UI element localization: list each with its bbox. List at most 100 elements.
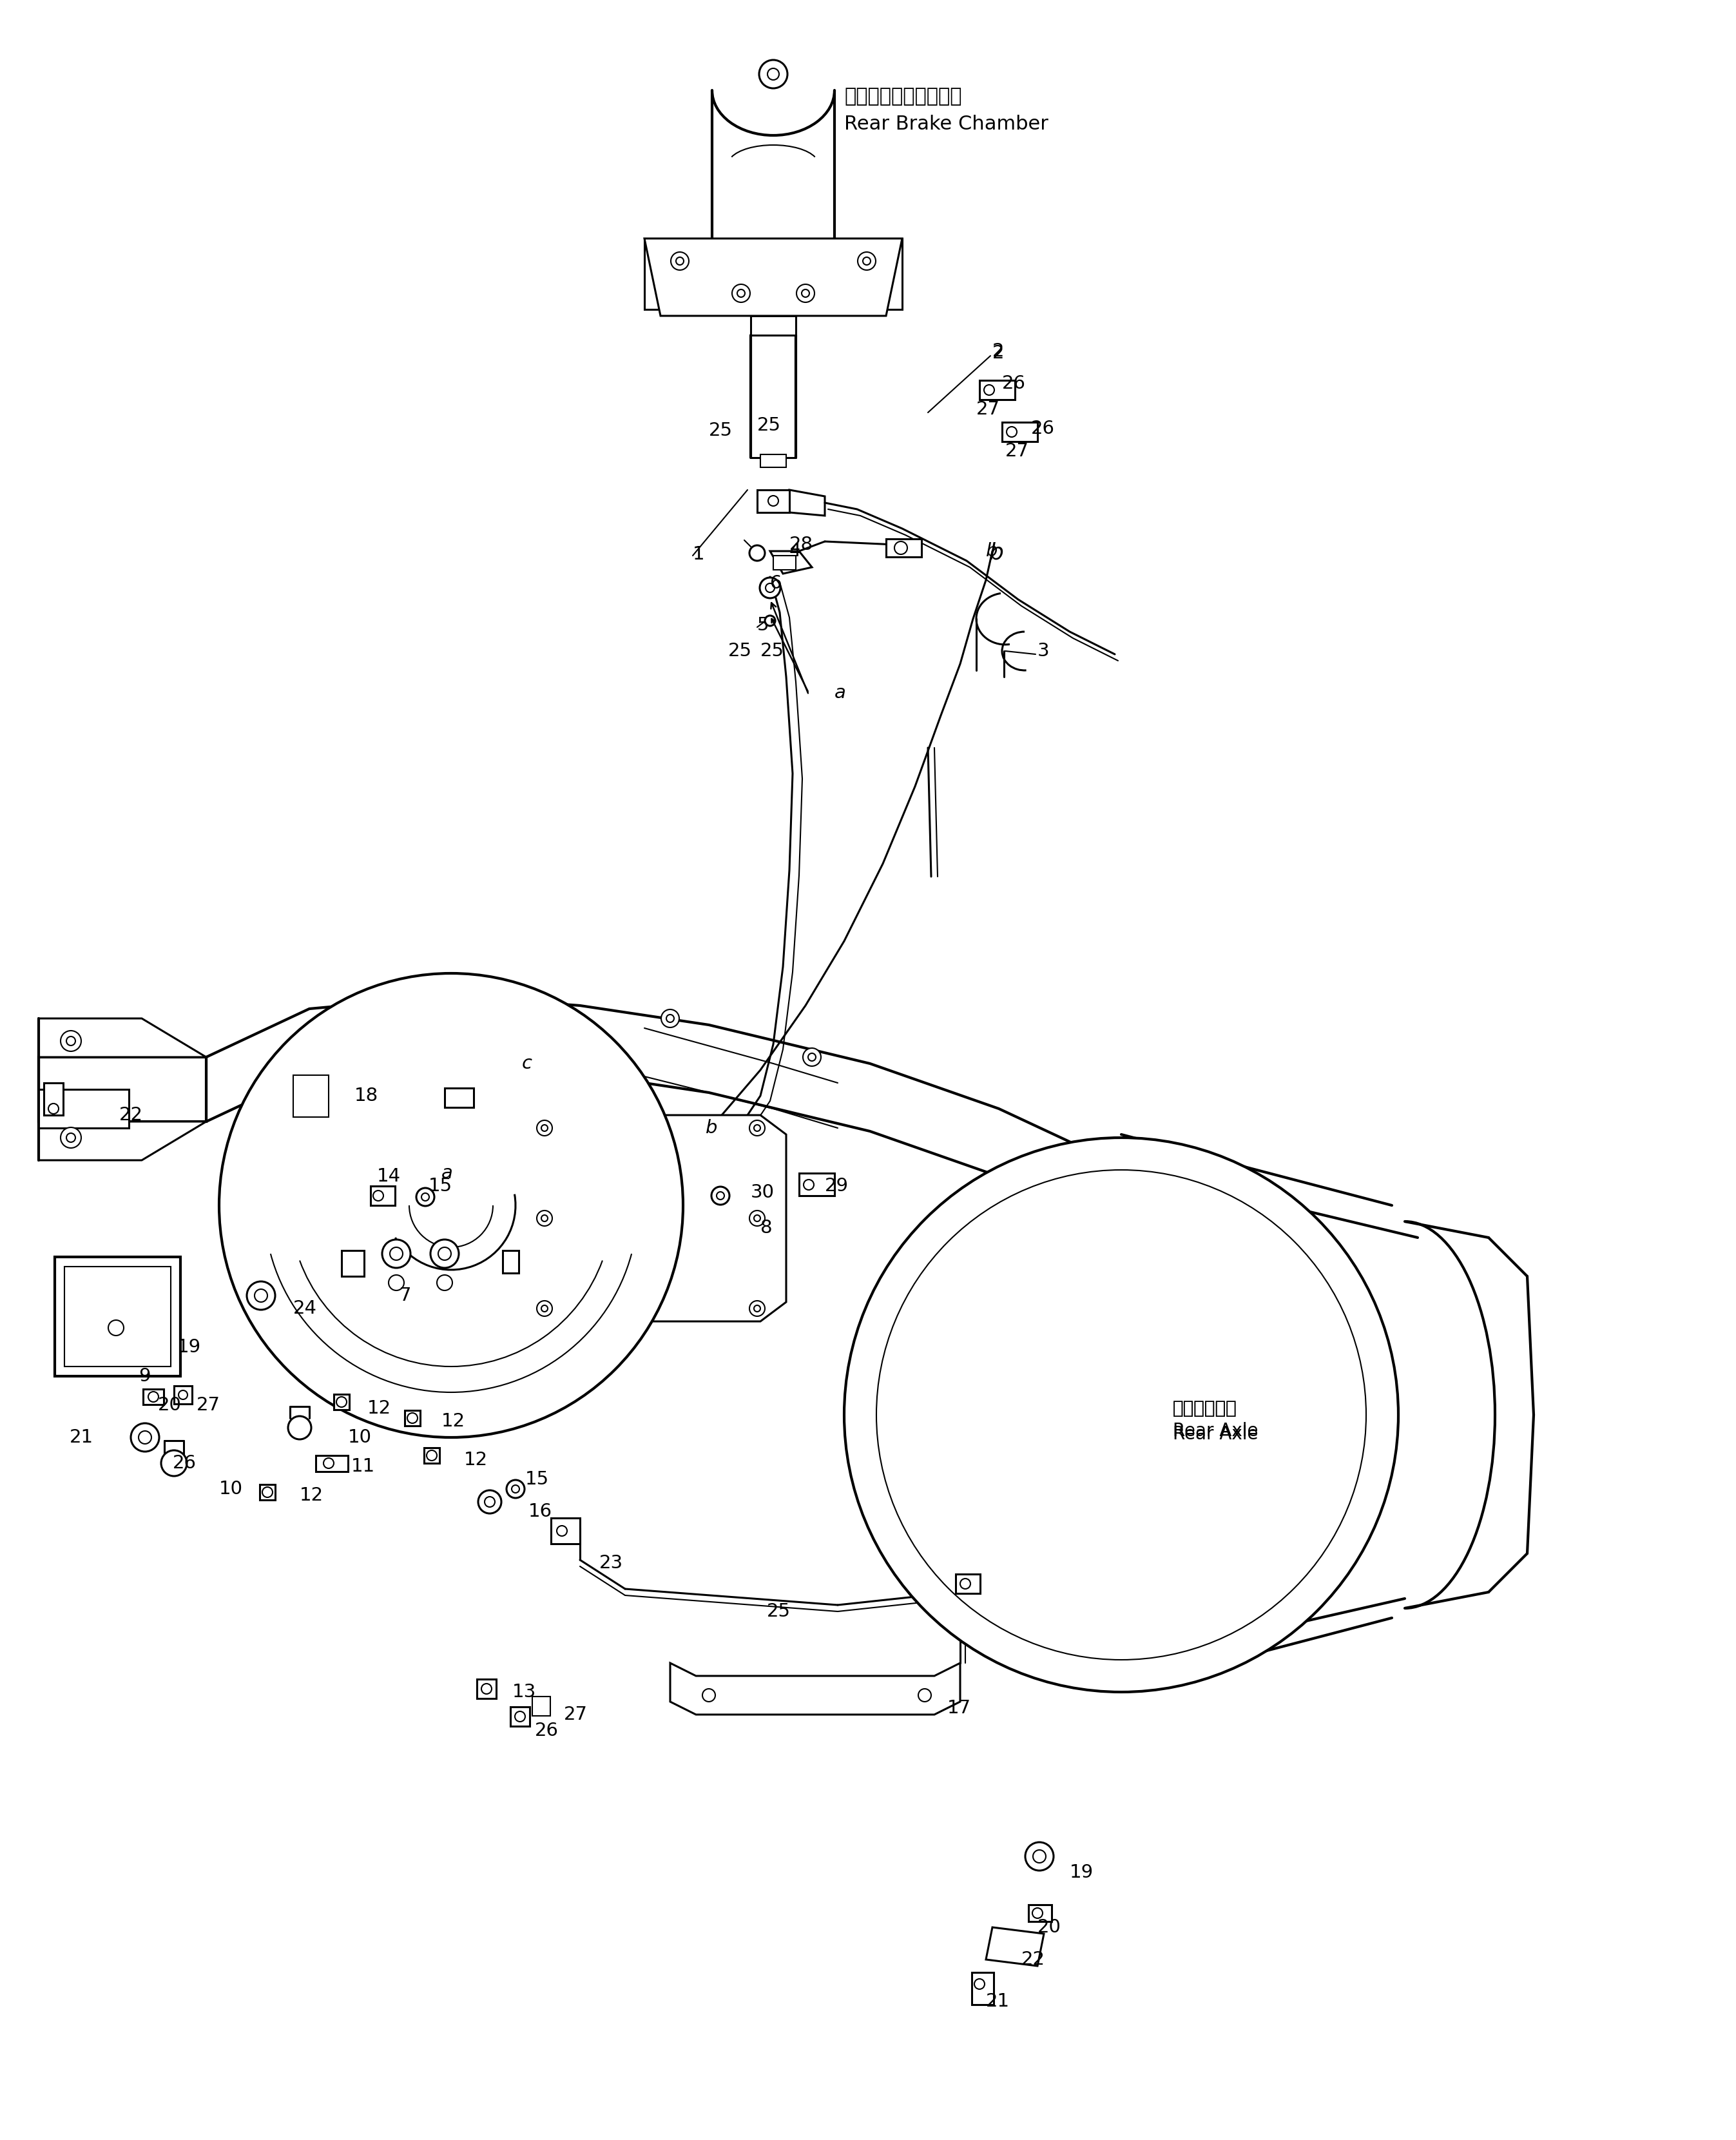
Polygon shape [342, 1205, 503, 1327]
Text: 19: 19 [177, 1338, 201, 1357]
Bar [444, 1087, 474, 1106]
Circle shape [542, 1305, 549, 1312]
Circle shape [408, 1412, 418, 1423]
Circle shape [422, 1194, 429, 1201]
Circle shape [417, 1188, 434, 1207]
Text: 19: 19 [1069, 1864, 1094, 1881]
Circle shape [984, 385, 995, 396]
Circle shape [733, 285, 750, 302]
Circle shape [542, 1216, 549, 1222]
Text: 23: 23 [599, 1554, 623, 1573]
Circle shape [750, 1301, 766, 1316]
Bar [370, 1186, 396, 1205]
Text: 12: 12 [368, 1400, 391, 1417]
Text: b: b [990, 541, 1003, 563]
Circle shape [750, 1119, 766, 1136]
Text: Rear Axle: Rear Axle [1174, 1421, 1259, 1440]
Circle shape [477, 1489, 502, 1513]
Text: 27: 27 [564, 1706, 589, 1723]
Text: 6: 6 [771, 574, 781, 593]
Circle shape [373, 1190, 384, 1201]
Bar [43, 1083, 62, 1115]
Bar [885, 539, 922, 556]
Text: 29: 29 [825, 1177, 849, 1194]
Circle shape [61, 1128, 82, 1147]
Bar [174, 1387, 193, 1404]
Circle shape [108, 1320, 123, 1335]
Circle shape [804, 1049, 821, 1066]
Circle shape [161, 1451, 187, 1477]
Text: 5: 5 [757, 616, 769, 633]
Text: 17: 17 [948, 1699, 970, 1716]
Text: 27: 27 [196, 1395, 220, 1415]
Circle shape [712, 1188, 729, 1205]
Circle shape [750, 546, 766, 561]
Text: 15: 15 [526, 1470, 549, 1487]
Text: a: a [835, 685, 845, 702]
Text: 11: 11 [351, 1457, 375, 1474]
Circle shape [675, 257, 684, 265]
Circle shape [894, 541, 908, 554]
Text: 15: 15 [429, 1177, 453, 1194]
Circle shape [738, 289, 745, 297]
Circle shape [1007, 426, 1017, 437]
Circle shape [797, 285, 814, 302]
Bar [750, 317, 795, 336]
Text: 26: 26 [535, 1723, 559, 1740]
Circle shape [753, 1216, 760, 1222]
Text: 2: 2 [993, 345, 1005, 362]
Circle shape [766, 616, 776, 625]
Text: 27: 27 [976, 400, 1000, 417]
Polygon shape [644, 238, 712, 310]
Circle shape [431, 1239, 458, 1267]
Text: 10: 10 [219, 1481, 243, 1498]
Text: 14: 14 [377, 1166, 401, 1186]
Bar [316, 1455, 347, 1472]
Circle shape [753, 1126, 760, 1132]
Text: 22: 22 [120, 1106, 142, 1124]
Circle shape [389, 1275, 404, 1290]
Text: 16: 16 [528, 1502, 552, 1522]
Text: c: c [523, 1055, 533, 1072]
Circle shape [536, 1301, 552, 1316]
Circle shape [670, 253, 689, 270]
Circle shape [557, 1526, 568, 1537]
Circle shape [766, 584, 774, 593]
Text: 25: 25 [708, 422, 733, 439]
Circle shape [148, 1391, 158, 1402]
Bar [510, 1708, 529, 1727]
Text: リヤブレーキチャンバ: リヤブレーキチャンバ [844, 88, 962, 107]
Circle shape [858, 253, 875, 270]
Circle shape [844, 1138, 1397, 1693]
Circle shape [427, 1451, 437, 1462]
Bar [130, 1338, 160, 1361]
Circle shape [767, 68, 779, 79]
Text: 26: 26 [1002, 374, 1026, 392]
Circle shape [49, 1104, 59, 1113]
Text: 20: 20 [158, 1395, 182, 1415]
Circle shape [437, 1275, 453, 1290]
Text: リヤアクスル: リヤアクスル [1174, 1400, 1238, 1417]
Text: 25: 25 [760, 642, 785, 659]
Bar [955, 1575, 981, 1594]
Text: 30: 30 [750, 1183, 774, 1201]
Bar [533, 1697, 550, 1716]
Circle shape [542, 1126, 549, 1132]
Circle shape [130, 1423, 160, 1451]
Circle shape [767, 496, 778, 505]
Bar [1002, 422, 1038, 441]
Text: 10: 10 [347, 1427, 372, 1447]
Bar [142, 1389, 163, 1404]
Circle shape [61, 1031, 82, 1051]
Bar [404, 1410, 420, 1425]
Circle shape [139, 1432, 151, 1444]
Text: 3: 3 [1038, 642, 1050, 659]
Circle shape [1033, 1849, 1045, 1862]
Bar [550, 1517, 580, 1543]
Polygon shape [516, 1115, 786, 1320]
Circle shape [804, 1179, 814, 1190]
Circle shape [219, 974, 682, 1438]
Text: 24: 24 [293, 1299, 318, 1318]
Bar [979, 381, 1016, 400]
Polygon shape [644, 238, 903, 317]
